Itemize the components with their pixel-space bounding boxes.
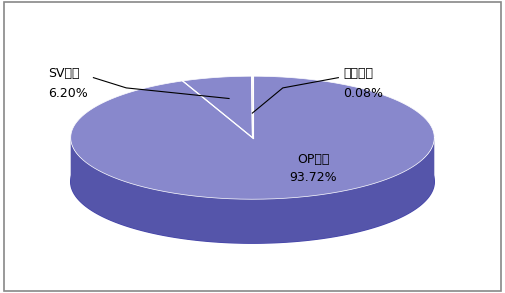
Polygon shape: [183, 76, 252, 138]
Text: 原局回答: 原局回答: [343, 67, 373, 80]
Polygon shape: [71, 138, 434, 243]
Text: 93.72%: 93.72%: [289, 171, 337, 184]
Polygon shape: [71, 76, 434, 199]
Text: 0.08%: 0.08%: [343, 87, 383, 100]
Polygon shape: [251, 76, 252, 138]
Text: 6.20%: 6.20%: [48, 87, 88, 100]
Polygon shape: [71, 120, 434, 243]
Text: OP回答: OP回答: [297, 153, 329, 166]
Text: SV回答: SV回答: [48, 67, 79, 80]
